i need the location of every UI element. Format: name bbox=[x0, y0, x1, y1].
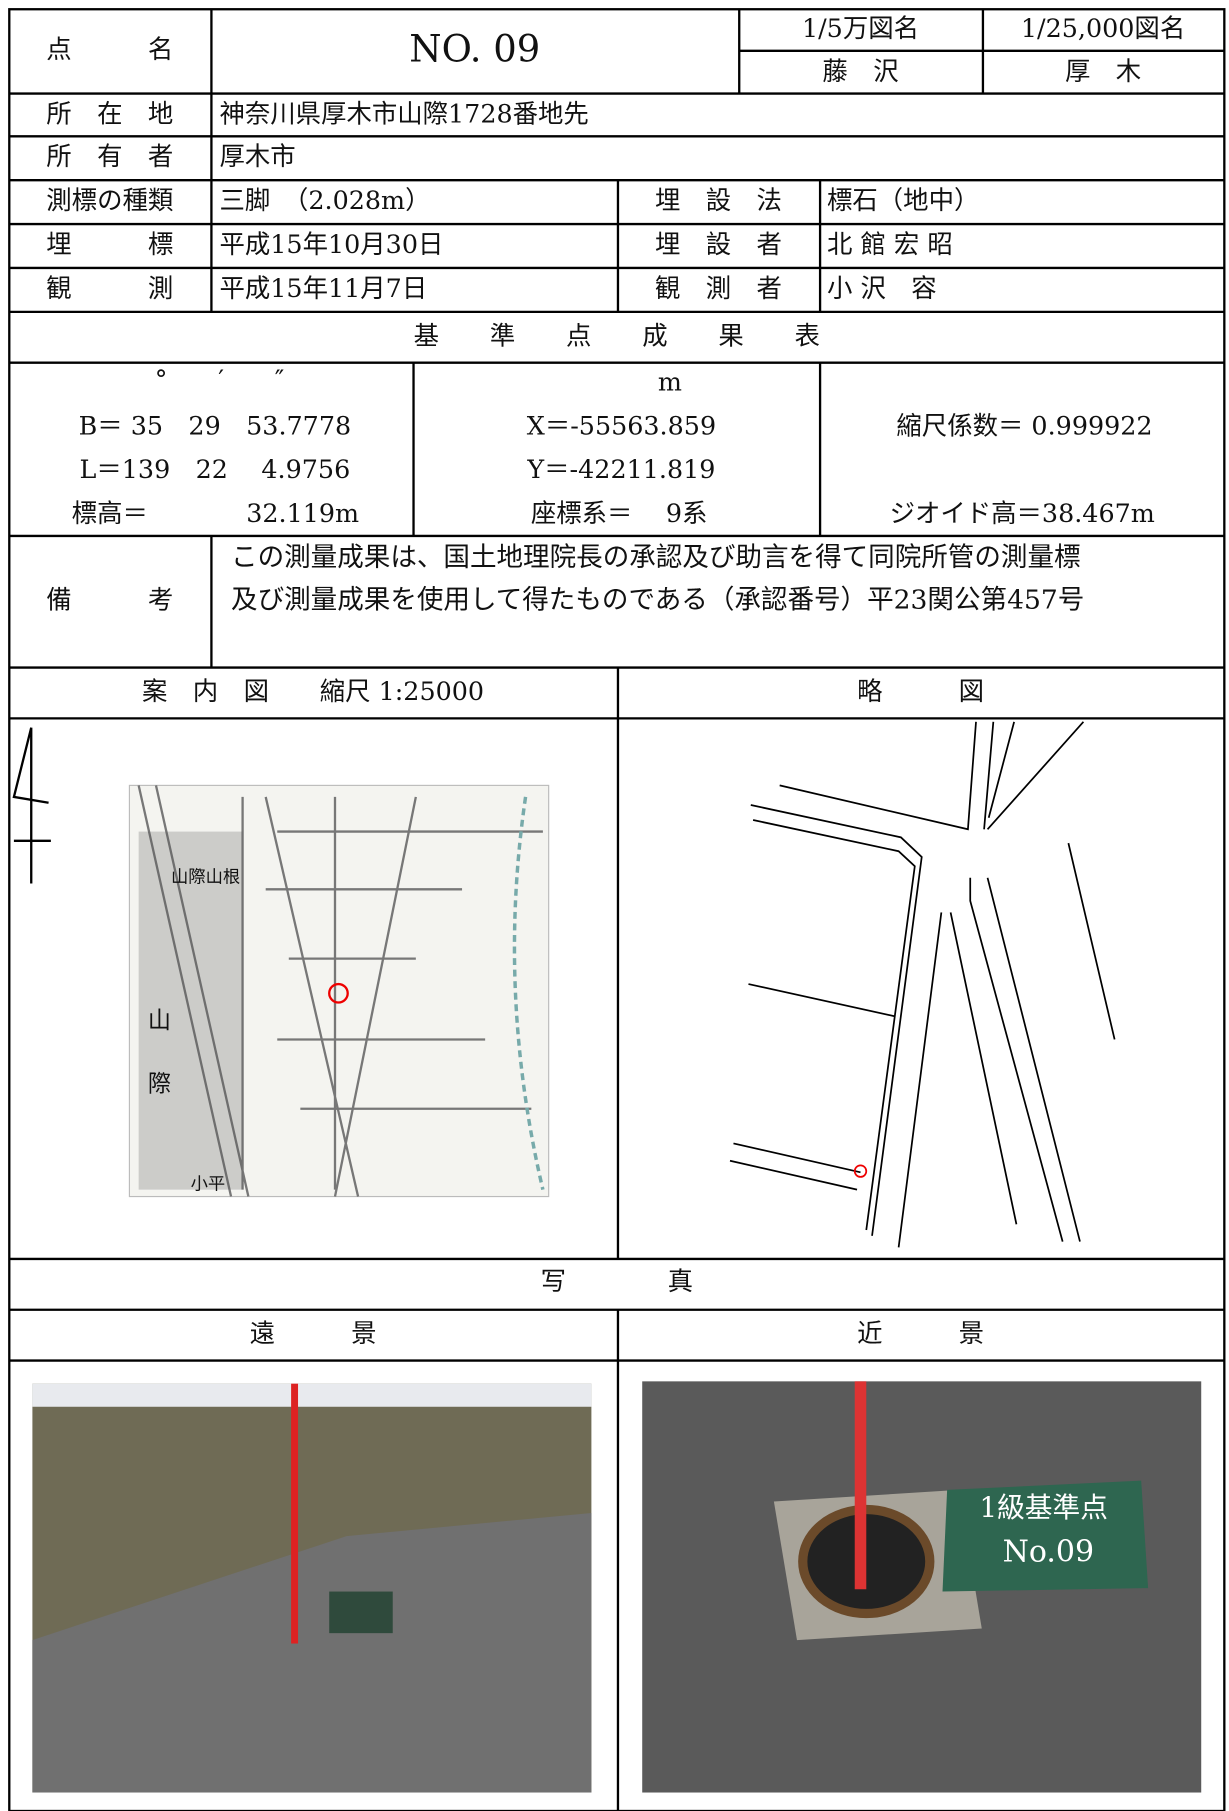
coord-system: 座標系＝ 9系 bbox=[531, 498, 708, 528]
label: 埋 設 者 bbox=[655, 229, 782, 259]
geoid-height: ジオイド高＝38.467m bbox=[890, 498, 1155, 528]
label: 埋 標 bbox=[46, 229, 173, 259]
value: 平成15年10月30日 bbox=[219, 229, 443, 259]
y-coordinate: Y＝-42211.819 bbox=[526, 454, 715, 484]
value: 標石（地中） bbox=[827, 185, 979, 215]
board bbox=[942, 1480, 1149, 1592]
remark-line: この測量成果は、国土地理院長の承認及び助言を得て同院所管の測量標 bbox=[231, 542, 1081, 573]
label: 観 測 bbox=[46, 273, 173, 303]
table-lines bbox=[8, 8, 1226, 1811]
sketch-map bbox=[729, 721, 1116, 1248]
grid bbox=[9, 9, 1225, 1811]
point-marker bbox=[853, 1164, 868, 1178]
units: ° ′ ″ bbox=[155, 364, 285, 394]
label: 1/25,000図名 bbox=[1021, 13, 1185, 43]
north-arrow bbox=[12, 727, 51, 884]
value: 北 館 宏 昭 bbox=[827, 229, 953, 259]
latitude: B＝ 35 29 53.7778 bbox=[79, 410, 352, 440]
value: 厚 木 bbox=[1065, 56, 1141, 86]
label: 1/5万図名 bbox=[802, 13, 919, 43]
label: 備 考 bbox=[46, 585, 173, 615]
pole bbox=[854, 1381, 867, 1590]
pole bbox=[291, 1383, 299, 1644]
section-title: 案 内 図 縮尺 1:25000 bbox=[142, 676, 484, 706]
remark-line: 及び測量成果を使用して得たものである（承認番号）平23関公第457号 bbox=[231, 585, 1084, 616]
sketch-road bbox=[750, 721, 977, 1236]
label: 点 名 bbox=[46, 34, 173, 64]
label: 所 在 地 bbox=[46, 98, 173, 128]
value: 藤 沢 bbox=[822, 56, 898, 86]
far-photo bbox=[32, 1383, 592, 1793]
guide-map: 山際山根 山 際 小平 bbox=[128, 784, 550, 1198]
x-coordinate: X＝-55563.859 bbox=[527, 410, 716, 440]
section-title: 基 準 点 成 果 表 bbox=[414, 320, 820, 350]
label: 観 測 者 bbox=[655, 273, 782, 303]
map-label: 山 bbox=[148, 1008, 171, 1034]
board bbox=[329, 1591, 393, 1634]
section-title: 略 図 bbox=[857, 676, 984, 706]
point-name: NO. 09 bbox=[409, 27, 540, 70]
label: 測標の種類 bbox=[46, 185, 173, 215]
longitude: L＝139 22 4.9756 bbox=[80, 454, 351, 484]
units: m bbox=[658, 366, 682, 396]
map-label: 小平 bbox=[191, 1175, 226, 1195]
near-photo: 1級基準点 No.09 bbox=[642, 1381, 1202, 1793]
scale-factor: 縮尺係数＝ 0.999922 bbox=[896, 410, 1152, 440]
value: 平成15年11月7日 bbox=[219, 273, 427, 303]
label: 標高＝ bbox=[72, 498, 148, 528]
board-text: No.09 bbox=[1003, 1534, 1095, 1569]
value: 三脚 （2.028m） bbox=[219, 185, 430, 215]
photo-label: 遠 景 bbox=[250, 1318, 377, 1348]
border bbox=[8, 8, 1226, 1811]
map-river bbox=[512, 796, 545, 1191]
photo-label: 近 景 bbox=[857, 1318, 984, 1348]
photo-road bbox=[32, 1513, 592, 1793]
section-title: 写 真 bbox=[541, 1266, 693, 1296]
map-label: 際 bbox=[148, 1072, 171, 1098]
map-image bbox=[128, 784, 550, 1198]
map-roads bbox=[137, 785, 543, 1197]
value: 小 沢 容 bbox=[827, 273, 937, 303]
value: 神奈川県厚木市山際1728番地先 bbox=[219, 98, 588, 128]
sketch-line bbox=[729, 721, 1116, 1248]
point-marker bbox=[328, 982, 349, 1004]
height: 32.119m bbox=[246, 498, 359, 528]
label: 所 有 者 bbox=[46, 141, 173, 171]
label: 埋 設 法 bbox=[655, 185, 782, 215]
board-text: 1級基準点 bbox=[979, 1491, 1107, 1524]
value: 厚木市 bbox=[219, 141, 295, 171]
map-label: 山際山根 bbox=[171, 867, 240, 887]
photo-sky bbox=[32, 1383, 592, 1407]
map-buildings bbox=[138, 831, 243, 1190]
